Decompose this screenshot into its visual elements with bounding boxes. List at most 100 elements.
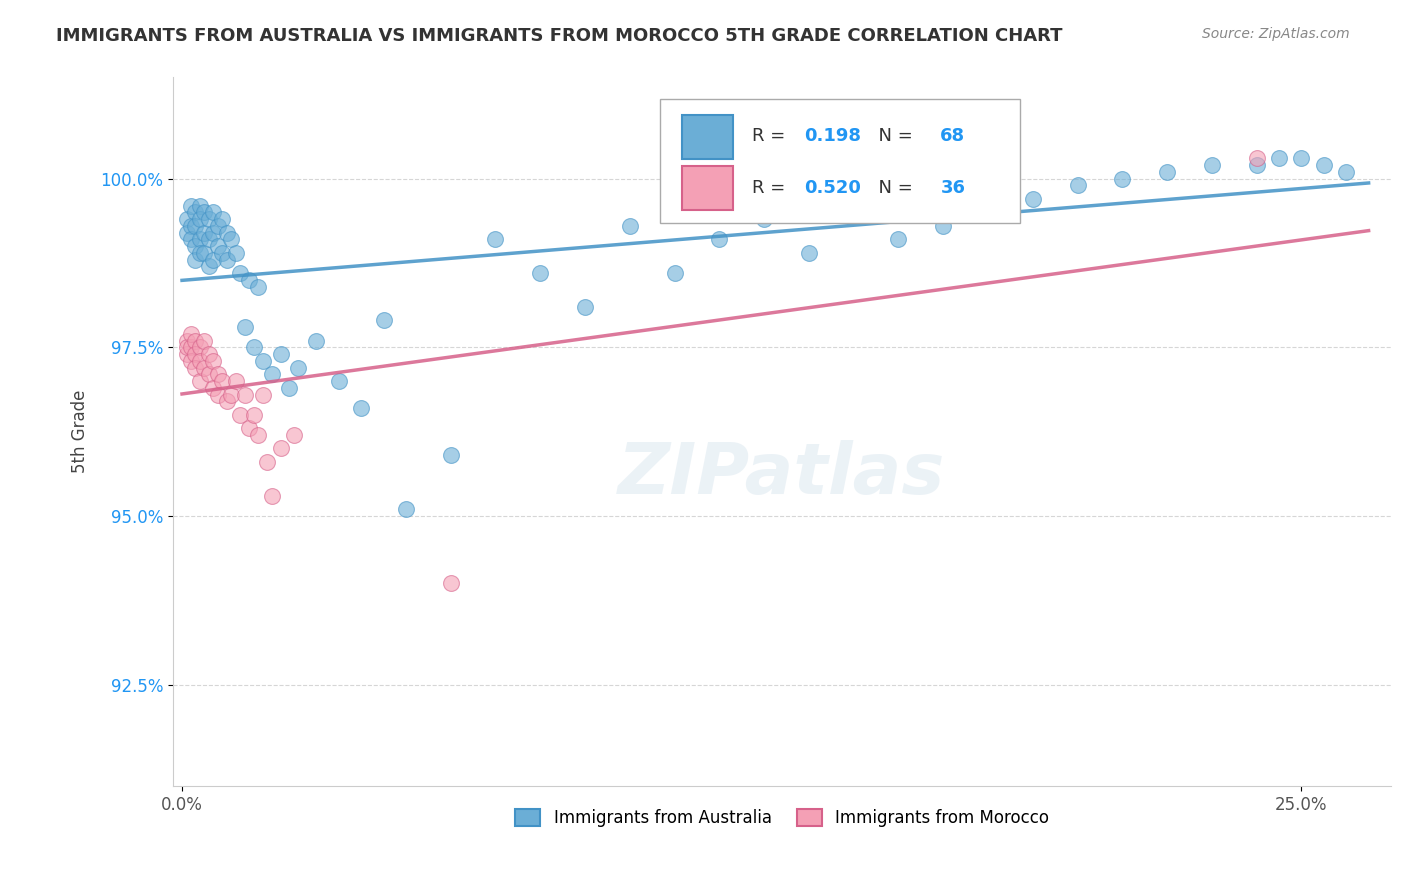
Point — [1022, 192, 1045, 206]
Point — [180, 199, 202, 213]
Point — [193, 205, 215, 219]
Point — [193, 360, 215, 375]
Point — [238, 421, 260, 435]
Point — [247, 279, 270, 293]
Point — [574, 300, 596, 314]
Text: N =: N = — [868, 179, 918, 197]
Point — [252, 353, 274, 368]
Point — [188, 245, 211, 260]
Point — [229, 408, 252, 422]
Point — [180, 326, 202, 341]
Point — [193, 226, 215, 240]
Point — [887, 232, 910, 246]
Point — [184, 360, 207, 375]
Point — [188, 212, 211, 227]
Point — [202, 205, 225, 219]
Point — [180, 232, 202, 246]
Point — [202, 226, 225, 240]
Point — [198, 232, 221, 246]
Point — [1201, 158, 1223, 172]
Point — [1156, 165, 1178, 179]
Point — [238, 273, 260, 287]
Point — [252, 387, 274, 401]
Point — [184, 219, 207, 233]
Point — [242, 340, 264, 354]
Point — [207, 239, 229, 253]
Text: N =: N = — [868, 128, 918, 145]
Point — [977, 205, 1000, 219]
Point — [198, 260, 221, 274]
Point — [188, 353, 211, 368]
Point — [193, 334, 215, 348]
Point — [283, 428, 305, 442]
Text: 36: 36 — [941, 179, 966, 197]
Text: 0.198: 0.198 — [804, 128, 860, 145]
Text: IMMIGRANTS FROM AUSTRALIA VS IMMIGRANTS FROM MOROCCO 5TH GRADE CORRELATION CHART: IMMIGRANTS FROM AUSTRALIA VS IMMIGRANTS … — [56, 27, 1063, 45]
Point — [207, 387, 229, 401]
Point — [225, 374, 247, 388]
Point — [797, 245, 820, 260]
Point — [242, 408, 264, 422]
Point — [373, 313, 395, 327]
Point — [440, 448, 463, 462]
Point — [184, 205, 207, 219]
Point — [198, 347, 221, 361]
Point — [1066, 178, 1088, 193]
Text: R =: R = — [752, 128, 790, 145]
Point — [1111, 171, 1133, 186]
Point — [215, 226, 238, 240]
Point — [1313, 158, 1336, 172]
Point — [260, 368, 283, 382]
Point — [180, 353, 202, 368]
Point — [180, 340, 202, 354]
Point — [176, 334, 198, 348]
Point — [207, 219, 229, 233]
FancyBboxPatch shape — [682, 115, 734, 159]
Point — [842, 199, 865, 213]
Point — [932, 219, 955, 233]
Point — [176, 347, 198, 361]
Point — [180, 219, 202, 233]
Point — [305, 334, 328, 348]
Point — [184, 239, 207, 253]
Point — [202, 252, 225, 267]
Point — [225, 245, 247, 260]
Point — [215, 252, 238, 267]
Point — [198, 212, 221, 227]
Text: Source: ZipAtlas.com: Source: ZipAtlas.com — [1202, 27, 1350, 41]
Point — [176, 212, 198, 227]
Point — [395, 502, 418, 516]
Point — [193, 245, 215, 260]
Point — [211, 374, 233, 388]
Point — [619, 219, 641, 233]
Point — [1291, 152, 1313, 166]
FancyBboxPatch shape — [661, 99, 1019, 223]
Point — [664, 266, 686, 280]
Point — [1246, 158, 1268, 172]
Point — [211, 212, 233, 227]
Point — [1334, 165, 1357, 179]
Point — [198, 368, 221, 382]
Y-axis label: 5th Grade: 5th Grade — [72, 390, 89, 474]
Legend: Immigrants from Australia, Immigrants from Morocco: Immigrants from Australia, Immigrants fr… — [509, 803, 1056, 834]
Point — [328, 374, 350, 388]
Point — [287, 360, 309, 375]
Point — [202, 381, 225, 395]
Text: ZIPatlas: ZIPatlas — [619, 440, 946, 508]
Point — [484, 232, 506, 246]
Point — [752, 212, 775, 227]
Point — [278, 381, 301, 395]
Point — [207, 368, 229, 382]
Point — [188, 232, 211, 246]
Point — [188, 340, 211, 354]
Point — [184, 252, 207, 267]
Point — [529, 266, 551, 280]
Text: R =: R = — [752, 179, 790, 197]
Point — [184, 347, 207, 361]
Point — [215, 394, 238, 409]
Point — [229, 266, 252, 280]
Text: 0.520: 0.520 — [804, 179, 860, 197]
Point — [260, 489, 283, 503]
Point — [176, 226, 198, 240]
Point — [188, 199, 211, 213]
